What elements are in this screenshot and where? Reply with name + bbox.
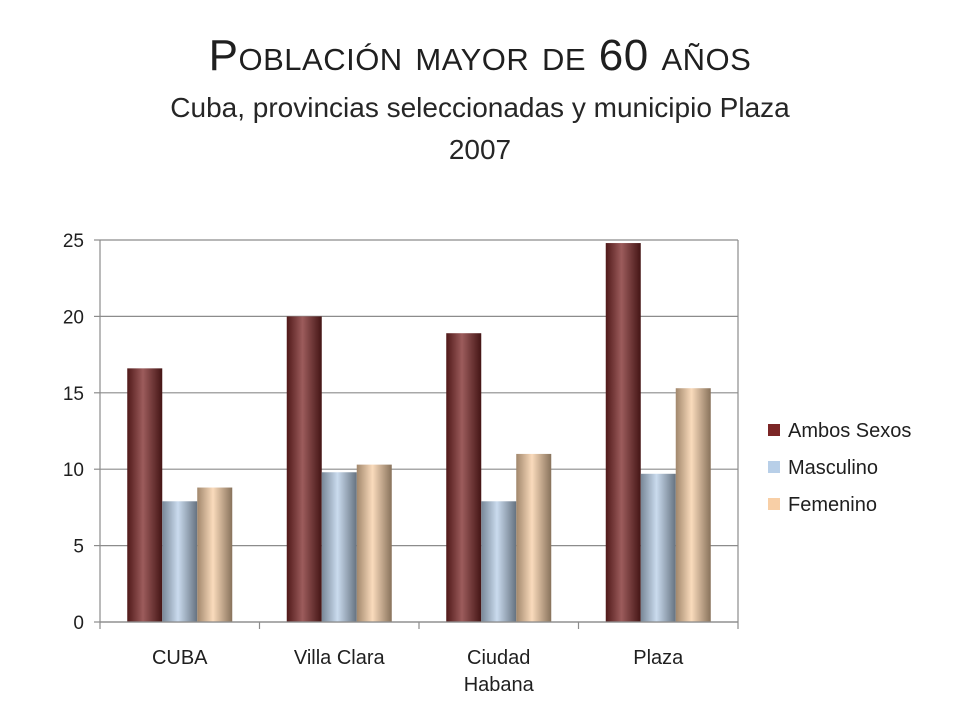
legend-swatch (768, 424, 780, 436)
bar-masculino (162, 501, 198, 622)
category-labels: CUBA Villa Clara Ciudad Habana Plaza (152, 647, 684, 696)
chart-subtitle: Cuba, provincias seleccionadas y municip… (170, 92, 790, 123)
chart-title: Población mayor de 60 años (208, 31, 752, 80)
axes (99, 240, 739, 629)
y-tick-label: 0 (73, 613, 84, 634)
x-category-label: Ciudad (467, 647, 530, 669)
title-block: Población mayor de 60 años Cuba, provinc… (0, 28, 960, 170)
y-tick-labels: 0 5 10 15 20 25 (63, 231, 84, 634)
bar-ambos-sexos (127, 368, 163, 622)
bar-ambos-sexos (446, 333, 482, 622)
bar-masculino (321, 472, 357, 622)
bar-femenino (675, 388, 711, 622)
bar-masculino (640, 473, 676, 622)
chart-year: 2007 (448, 134, 512, 165)
bar-ambos-sexos (605, 243, 641, 622)
bar-femenino (356, 464, 392, 622)
x-category-label: Habana (464, 674, 535, 696)
legend-swatch (768, 461, 780, 473)
bar-femenino (516, 453, 552, 622)
bar-femenino (197, 487, 233, 622)
legend-label: Femenino (788, 494, 877, 516)
y-tick-label: 20 (63, 307, 84, 328)
legend: Ambos Sexos Masculino Femenino (768, 420, 911, 516)
y-tick-label: 25 (63, 231, 84, 252)
bar-ambos-sexos (286, 316, 322, 622)
legend-label: Masculino (788, 457, 878, 479)
x-category-label: CUBA (152, 647, 208, 669)
y-tick-label: 5 (73, 537, 84, 558)
bar-masculino (481, 501, 517, 622)
y-tick-label: 15 (63, 384, 84, 405)
y-tick-label: 10 (63, 460, 84, 481)
x-category-label: Villa Clara (294, 647, 386, 669)
x-category-label: Plaza (633, 647, 684, 669)
legend-label: Ambos Sexos (788, 420, 911, 442)
bars (127, 243, 711, 622)
legend-swatch (768, 498, 780, 510)
